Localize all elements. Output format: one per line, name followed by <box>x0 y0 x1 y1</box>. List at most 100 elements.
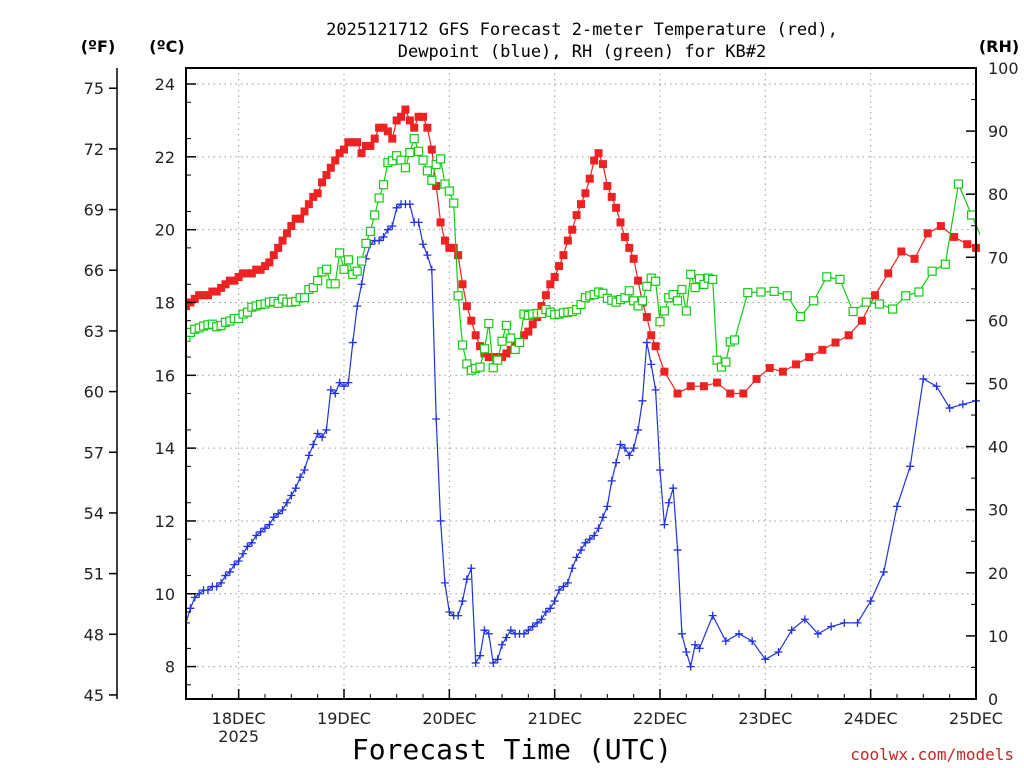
rh-point <box>637 296 648 306</box>
temperature-point <box>568 225 577 234</box>
fahrenheit-tick-label: 48 <box>84 625 104 644</box>
rh-point <box>479 344 490 354</box>
dewpoint-point <box>506 626 515 635</box>
dewpoint-point <box>651 385 660 394</box>
temperature-point <box>467 316 476 325</box>
rh-point <box>365 226 375 237</box>
temperature-point <box>857 316 866 325</box>
temperature-point <box>230 276 239 285</box>
temperature-point <box>950 232 959 241</box>
temperature-point <box>414 112 423 121</box>
celsius-unit-label: (ºC) <box>149 37 184 56</box>
temperature-point <box>923 229 932 238</box>
dewpoint-point <box>594 524 603 533</box>
dewpoint-point <box>375 236 384 245</box>
dewpoint-point <box>761 655 770 664</box>
dewpoint-point <box>533 618 542 627</box>
dewpoint-point <box>335 378 344 387</box>
temperature-point <box>598 160 607 169</box>
temperature-point <box>344 138 353 147</box>
dewpoint-point <box>217 578 226 587</box>
x-tick-label: 20DEC <box>422 709 476 728</box>
temperature-point <box>726 389 735 398</box>
dewpoint-point <box>476 651 485 660</box>
dewpoint-point <box>291 484 300 493</box>
rh-point <box>335 248 345 258</box>
rh-point <box>501 320 511 331</box>
temperature-point <box>897 247 906 256</box>
rh-tick-label: 80 <box>988 185 1008 204</box>
dewpoint-point <box>958 400 967 409</box>
celsius-tick-label: 12 <box>155 512 175 531</box>
dewpoint-point <box>642 338 651 347</box>
rh-point <box>514 337 525 348</box>
rh-point <box>453 291 463 301</box>
dewpoint-point <box>493 655 502 664</box>
dewpoint-point <box>603 502 612 511</box>
rh-point <box>940 259 950 269</box>
temperature-point <box>528 320 537 329</box>
rh-point <box>642 281 652 291</box>
dewpoint-point <box>866 597 875 606</box>
temperature-point <box>309 192 318 201</box>
dewpoint-point <box>774 648 783 657</box>
temperature-point <box>458 280 467 289</box>
temperature-point <box>419 112 427 121</box>
dewpoint-point <box>392 203 401 212</box>
dewpoint-point <box>572 553 581 562</box>
rh-point <box>914 287 924 297</box>
temperature-point <box>239 269 248 278</box>
temperature-point <box>590 156 599 165</box>
temperature-point <box>673 389 682 398</box>
dewpoint-point <box>234 557 243 566</box>
rh-point <box>475 362 485 372</box>
dewpoint-point <box>326 385 335 394</box>
x-tick-label: 25DEC <box>949 709 1003 728</box>
rh-point <box>708 274 718 284</box>
dewpoint-point <box>467 564 476 573</box>
temperature-point <box>936 222 945 231</box>
temperature-point <box>765 364 774 373</box>
temperature-point <box>291 214 300 223</box>
dewpoint-point <box>638 396 647 405</box>
rh-point <box>901 291 911 301</box>
dewpoint-point <box>489 658 498 667</box>
rh-point <box>769 286 779 296</box>
dewpoint-point <box>563 578 572 587</box>
temperature-point <box>642 313 651 322</box>
x-tick-label: 24DEC <box>844 709 898 728</box>
rh-point <box>651 276 661 286</box>
rh-point <box>624 286 634 296</box>
temperature-point <box>449 243 458 252</box>
temperature-point <box>577 200 585 209</box>
dewpoint-point <box>673 546 682 555</box>
dewpoint-point <box>879 567 888 576</box>
x-tick-year-label: 2025 <box>218 727 259 746</box>
celsius-tick-label: 10 <box>155 585 175 604</box>
chart-title-line-2: Dewpoint (blue), RH (green) for KB#2 <box>398 42 766 62</box>
rh-tick-label: 0 <box>988 690 998 709</box>
temperature-point <box>326 163 335 172</box>
rh-point <box>809 296 819 306</box>
temperature-point <box>502 349 511 358</box>
dewpoint-point <box>945 404 954 413</box>
dewpoint-point <box>230 560 239 569</box>
temperature-point <box>234 272 243 281</box>
rh-point <box>409 134 419 144</box>
dewpoint-point <box>748 637 757 646</box>
dewpoint-point <box>607 476 616 485</box>
dewpoint-point <box>462 575 471 584</box>
temperature-point <box>405 116 414 125</box>
rh-point <box>861 297 871 307</box>
dewpoint-point <box>287 491 296 500</box>
temperature-point <box>322 171 331 180</box>
dewpoint-point <box>893 502 901 511</box>
temperature-point <box>190 294 199 303</box>
rh-point <box>435 154 446 164</box>
rh-tick-label: 30 <box>988 501 1008 520</box>
dewpoint-point <box>458 597 467 606</box>
temperature-point <box>616 218 625 227</box>
temperature-point <box>585 174 594 183</box>
temperature-series <box>186 105 980 398</box>
